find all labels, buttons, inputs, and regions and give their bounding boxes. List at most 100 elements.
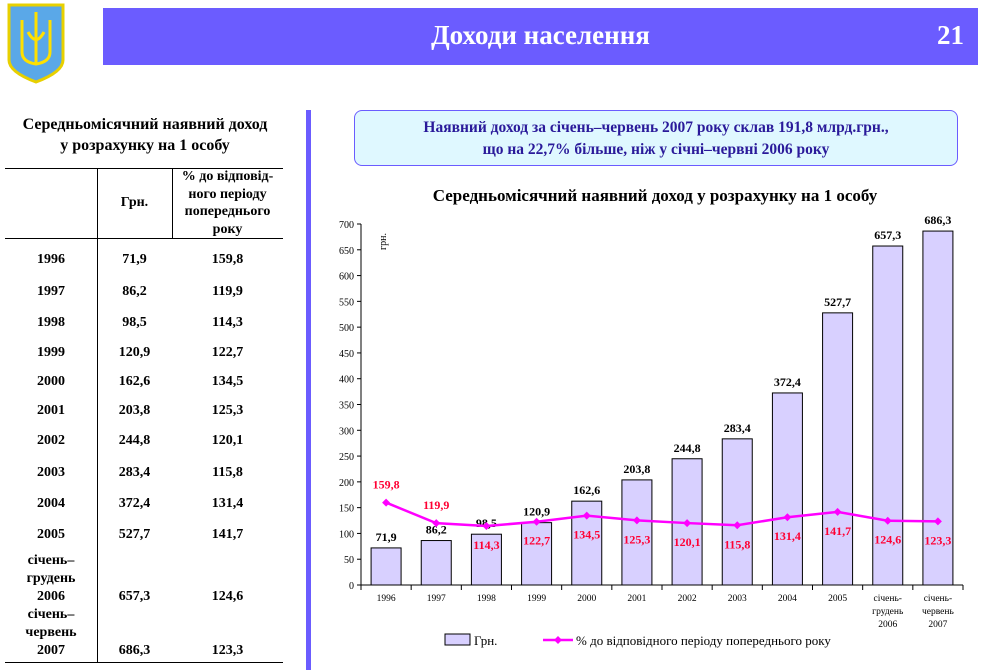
pct-label: 120,1: [674, 535, 701, 549]
x-tick-label: грудень: [872, 607, 904, 617]
legend-bar-swatch: [444, 633, 471, 646]
row-uah: 203,8: [118, 403, 151, 418]
y-tick-label: 100: [339, 529, 354, 540]
y-tick-label: 250: [339, 452, 354, 463]
column-header-uah: Грн.: [120, 195, 149, 210]
pct-label: 119,9: [423, 498, 449, 512]
table-title-line: Середньомісячний наявний доход: [22, 116, 268, 133]
row-label: 1998: [5, 314, 97, 332]
pct-label: 134,5: [573, 528, 600, 542]
bar: [721, 438, 753, 586]
row-label: 1997: [5, 283, 97, 301]
legend-bar-label: Грн.: [474, 633, 497, 648]
y-tick-label: 700: [339, 220, 354, 231]
bar: [521, 522, 553, 586]
row-label-line: 1998: [37, 315, 65, 330]
callout-line: Наявний доход за січень–червень 2007 рок…: [423, 119, 889, 136]
row-label-line: 2006: [37, 589, 65, 604]
bar: [621, 479, 653, 586]
page-title: Доходи населення: [431, 20, 650, 50]
x-tick-label: 2003: [728, 594, 747, 604]
y-tick-label: 550: [339, 297, 354, 308]
table-rule: [5, 168, 283, 169]
pct-label: 159,8: [373, 478, 400, 492]
x-tick-label: січень-: [874, 594, 902, 604]
y-axis-label: грн.: [378, 233, 389, 250]
row-pct: 125,3: [211, 403, 244, 418]
x-tick-label: 2005: [828, 594, 847, 604]
x-tick-label: 2004: [778, 594, 797, 604]
pct-label: 123,3: [924, 533, 951, 547]
bar: [470, 533, 502, 586]
row-label-line: грудень: [26, 571, 76, 586]
row-pct: 124,6: [211, 589, 244, 604]
coat-of-arms-logo: [6, 2, 66, 84]
callout-line: що на 22,7% більше, ніж у січні–червні 2…: [482, 141, 830, 158]
pct-label: 122,7: [523, 534, 550, 548]
row-label-line: 2005: [37, 527, 65, 542]
x-tick-label: 2000: [577, 594, 596, 604]
table-rule: [97, 168, 98, 662]
pct-label: 115,8: [724, 537, 750, 551]
pct-label: 125,3: [623, 532, 650, 546]
table-rule: [172, 168, 173, 238]
pct-marker: [582, 511, 591, 520]
pct-marker: [933, 517, 942, 526]
pct-marker: [733, 521, 742, 530]
bar: [771, 392, 803, 586]
pct-marker: [783, 513, 792, 522]
bar-label: 283,4: [724, 421, 751, 435]
row-pct: 159,8: [211, 252, 244, 267]
header-line: ного періоду: [188, 186, 267, 202]
header-banner: Доходи населення 21: [103, 8, 978, 65]
row-label-line: 1999: [37, 345, 65, 360]
pct-label: 131,4: [774, 529, 801, 543]
pct-marker: [382, 498, 391, 507]
row-label: 1999: [5, 344, 97, 362]
x-tick-label: 2001: [627, 594, 646, 604]
row-uah: 120,9: [118, 345, 151, 360]
table-rule: [5, 238, 283, 239]
chart-title: Середньомісячний наявний доход у розраху…: [432, 186, 878, 205]
row-label-line: 2004: [37, 496, 65, 511]
table-rule: [5, 662, 283, 663]
bar-label: 527,7: [824, 295, 851, 309]
row-pct: 115,8: [212, 465, 243, 480]
x-tick-label: січень-: [924, 594, 952, 604]
row-label-line: 2007: [37, 643, 65, 658]
header-line: % до відповід-: [181, 169, 274, 184]
bar-label: 244,8: [674, 441, 701, 455]
row-label: 2004: [5, 495, 97, 513]
y-tick-label: 650: [339, 246, 354, 257]
x-tick-label: 2007: [928, 620, 947, 630]
row-label-line: 2003: [37, 465, 65, 480]
y-tick-label: 450: [339, 349, 354, 360]
y-tick-label: 350: [339, 401, 354, 412]
x-tick-label: 1999: [527, 594, 546, 604]
pct-marker: [883, 516, 892, 525]
header-line: року: [212, 221, 243, 237]
row-label-line: січень–: [27, 607, 75, 622]
x-tick-label: 2002: [678, 594, 697, 604]
row-uah: 71,9: [122, 252, 147, 267]
row-label-line: 1996: [37, 252, 65, 267]
pct-marker: [482, 522, 491, 531]
y-tick-label: 600: [339, 272, 354, 283]
y-tick-label: 300: [339, 426, 354, 437]
row-label-line: січень–: [27, 553, 75, 568]
y-tick-label: 50: [344, 555, 354, 566]
row-uah: 372,4: [118, 496, 151, 511]
bar-label: 686,3: [924, 213, 951, 227]
row-label: 2000: [5, 373, 97, 391]
bar: [370, 547, 402, 586]
x-tick-label: 1997: [427, 594, 446, 604]
header-line: попереднього: [184, 204, 271, 219]
bar-label: 372,4: [774, 375, 801, 389]
page-number: 21: [937, 20, 964, 50]
row-label-line: червень: [25, 625, 77, 640]
row-label-line: 2000: [37, 374, 65, 389]
bar-label: 120,9: [523, 505, 550, 519]
table-title-line: у розрахунку на 1 особу: [60, 137, 230, 154]
y-tick-label: 500: [339, 323, 354, 334]
row-uah: 162,6: [118, 374, 151, 389]
